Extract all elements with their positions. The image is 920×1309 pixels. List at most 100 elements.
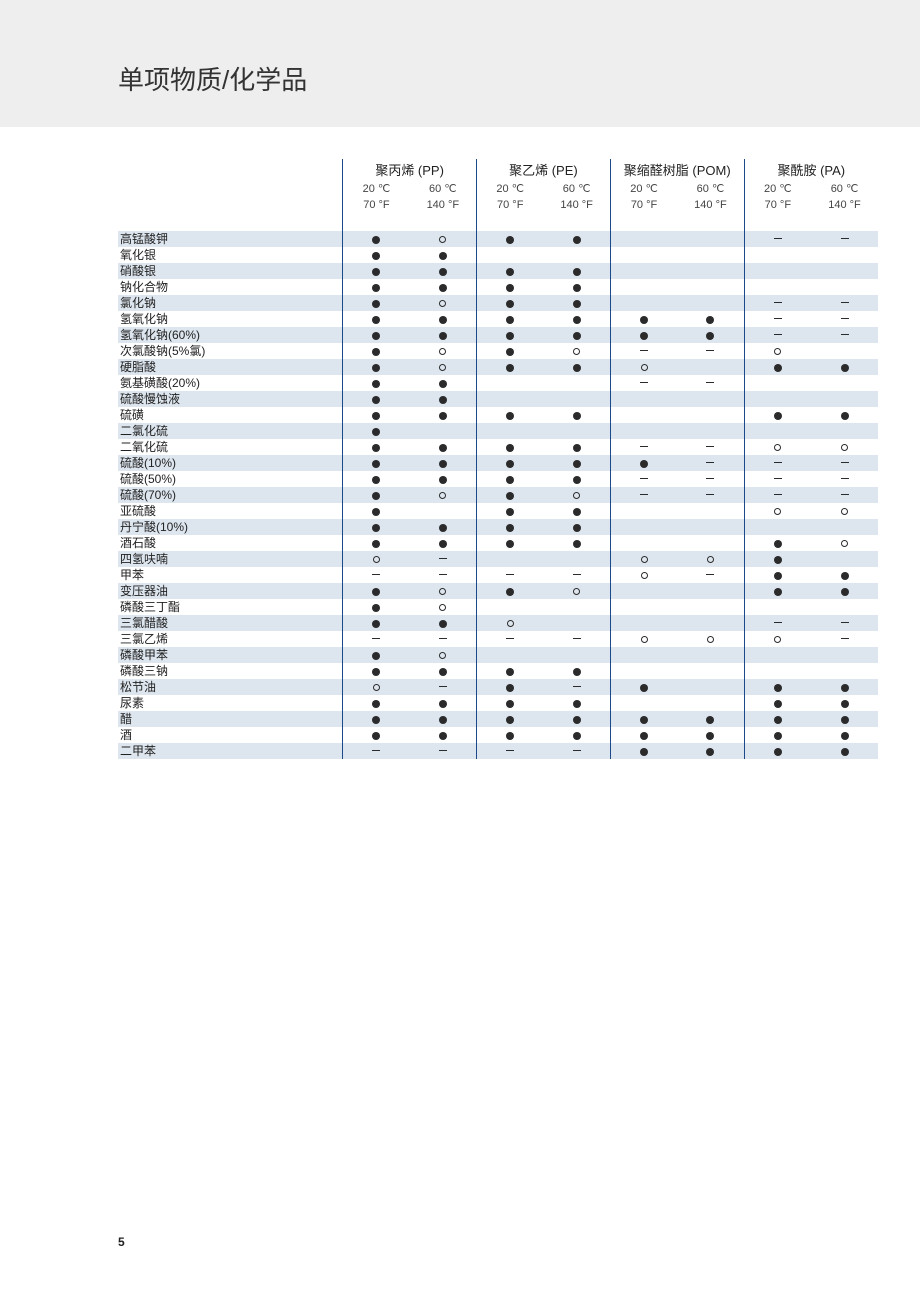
compat-cell bbox=[811, 679, 878, 695]
compat-cell bbox=[811, 375, 878, 391]
compat-cell bbox=[477, 583, 544, 599]
compat-cell bbox=[410, 311, 477, 327]
table-row: 丹宁酸(10%) bbox=[118, 519, 878, 535]
compat-cell bbox=[410, 455, 477, 471]
dash-icon bbox=[841, 638, 849, 639]
filled-icon bbox=[506, 316, 514, 324]
compat-cell bbox=[811, 263, 878, 279]
compat-cell bbox=[410, 583, 477, 599]
temp-f-header: 70 °F bbox=[343, 197, 410, 213]
compat-cell bbox=[543, 663, 610, 679]
compat-cell bbox=[477, 295, 544, 311]
filled-icon bbox=[439, 524, 447, 532]
compat-cell bbox=[543, 247, 610, 263]
page-title: 单项物质/化学品 bbox=[118, 60, 920, 97]
dash-icon bbox=[841, 622, 849, 623]
filled-icon bbox=[372, 540, 380, 548]
table-row: 氢氧化钠 bbox=[118, 311, 878, 327]
hollow-icon bbox=[439, 364, 446, 371]
hollow-icon bbox=[641, 364, 648, 371]
temp-f-header: 70 °F bbox=[610, 197, 677, 213]
row-label: 酒石酸 bbox=[118, 535, 343, 551]
compat-cell bbox=[410, 423, 477, 439]
dash-icon bbox=[506, 750, 514, 751]
hollow-icon bbox=[641, 572, 648, 579]
compat-cell bbox=[477, 503, 544, 519]
compat-cell bbox=[477, 551, 544, 567]
compat-cell bbox=[410, 439, 477, 455]
compat-cell bbox=[343, 503, 410, 519]
hollow-icon bbox=[841, 540, 848, 547]
dash-icon bbox=[706, 462, 714, 463]
compat-cell bbox=[677, 743, 744, 759]
compat-cell bbox=[477, 471, 544, 487]
hollow-icon bbox=[841, 444, 848, 451]
compat-cell bbox=[543, 295, 610, 311]
filled-icon bbox=[706, 332, 714, 340]
table-row: 高锰酸钾 bbox=[118, 231, 878, 247]
compat-cell bbox=[744, 647, 811, 663]
filled-icon bbox=[774, 540, 782, 548]
compat-cell bbox=[543, 743, 610, 759]
compat-cell bbox=[811, 439, 878, 455]
compat-cell bbox=[811, 535, 878, 551]
compat-cell bbox=[343, 471, 410, 487]
compat-cell bbox=[477, 487, 544, 503]
dash-icon bbox=[372, 574, 380, 575]
compat-cell bbox=[543, 263, 610, 279]
compat-cell bbox=[477, 535, 544, 551]
table-row: 四氢呋喃 bbox=[118, 551, 878, 567]
compat-cell bbox=[811, 519, 878, 535]
compat-cell bbox=[610, 327, 677, 343]
filled-icon bbox=[506, 700, 514, 708]
compat-cell bbox=[543, 727, 610, 743]
compat-cell bbox=[744, 391, 811, 407]
hollow-icon bbox=[507, 620, 514, 627]
compat-cell bbox=[811, 247, 878, 263]
filled-icon bbox=[573, 284, 581, 292]
compat-cell bbox=[343, 743, 410, 759]
compat-cell bbox=[610, 471, 677, 487]
filled-icon bbox=[506, 412, 514, 420]
compat-cell bbox=[543, 391, 610, 407]
compat-cell bbox=[343, 311, 410, 327]
table-row: 二氯化硫 bbox=[118, 423, 878, 439]
compat-cell bbox=[677, 471, 744, 487]
temp-c-header: 20 ℃ bbox=[477, 181, 544, 197]
filled-icon bbox=[573, 364, 581, 372]
compat-cell bbox=[744, 535, 811, 551]
temp-f-header: 140 °F bbox=[543, 197, 610, 213]
compat-cell bbox=[811, 471, 878, 487]
compat-cell bbox=[677, 375, 744, 391]
table-row: 钠化合物 bbox=[118, 279, 878, 295]
compat-cell bbox=[343, 599, 410, 615]
table-row: 硫酸慢蚀液 bbox=[118, 391, 878, 407]
compat-cell bbox=[811, 279, 878, 295]
compat-cell bbox=[477, 407, 544, 423]
compat-cell bbox=[410, 647, 477, 663]
row-label: 三氯乙烯 bbox=[118, 631, 343, 647]
compat-cell bbox=[744, 343, 811, 359]
filled-icon bbox=[439, 252, 447, 260]
table-row: 松节油 bbox=[118, 679, 878, 695]
dash-icon bbox=[706, 382, 714, 383]
hollow-icon bbox=[439, 236, 446, 243]
compat-cell bbox=[744, 231, 811, 247]
dash-icon bbox=[439, 686, 447, 687]
filled-icon bbox=[774, 700, 782, 708]
compat-cell bbox=[410, 359, 477, 375]
compat-cell bbox=[610, 535, 677, 551]
compat-cell bbox=[677, 583, 744, 599]
compat-cell bbox=[410, 519, 477, 535]
compat-cell bbox=[543, 615, 610, 631]
dash-icon bbox=[841, 302, 849, 303]
temp-c-header: 20 ℃ bbox=[610, 181, 677, 197]
hollow-icon bbox=[707, 556, 714, 563]
compat-cell bbox=[744, 615, 811, 631]
hollow-icon bbox=[573, 588, 580, 595]
compat-cell bbox=[343, 583, 410, 599]
compat-cell bbox=[543, 647, 610, 663]
compat-cell bbox=[744, 631, 811, 647]
compat-cell bbox=[677, 519, 744, 535]
compat-cell bbox=[543, 423, 610, 439]
